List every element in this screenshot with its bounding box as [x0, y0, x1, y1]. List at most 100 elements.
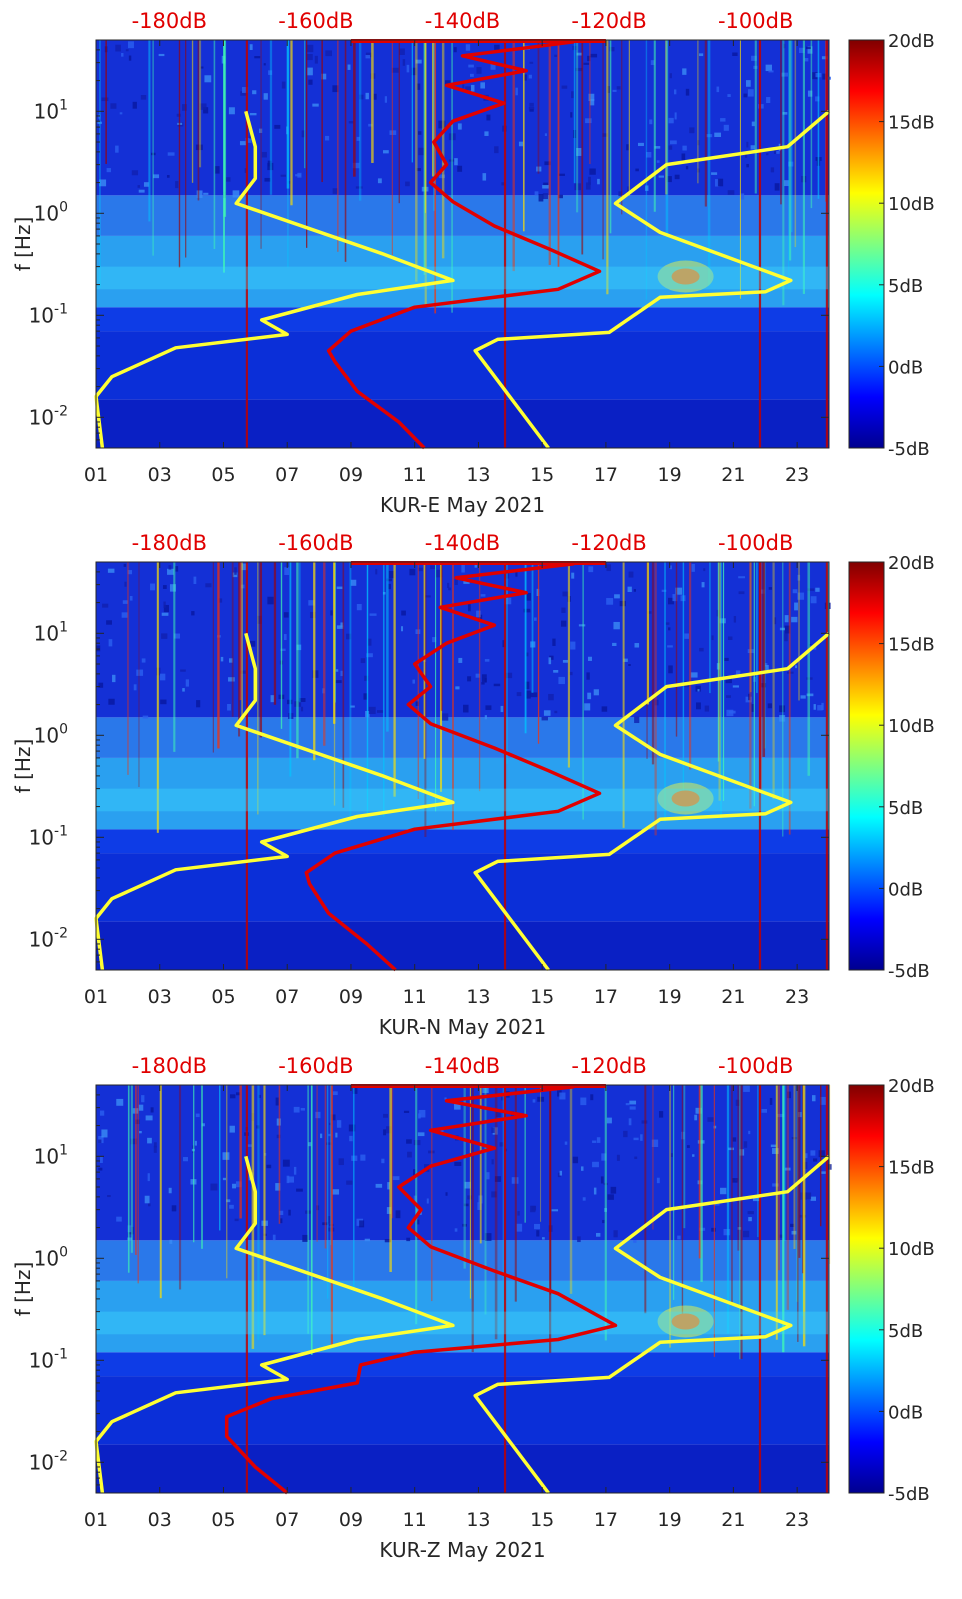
x-tick-label: 13: [466, 464, 490, 486]
x-axis-label: KUR-Z May 2021: [379, 1538, 545, 1562]
x-tick-label: 19: [658, 464, 682, 486]
x-tick-label: 13: [466, 1509, 490, 1531]
y-tick-label: 101: [34, 619, 68, 645]
y-tick-label: 100: [34, 199, 68, 225]
x-tick-label: 09: [339, 1509, 363, 1531]
colorbar-tick-label: 10dB: [888, 716, 935, 737]
x-tick-label: 01: [84, 464, 108, 486]
top-db-tick-label: -140dB: [425, 9, 500, 33]
y-axis-label: f [Hz]: [11, 739, 35, 794]
x-tick-label: 21: [721, 464, 745, 486]
x-tick-label: 15: [530, 1509, 554, 1531]
noise-model-line-2: [473, 109, 831, 450]
x-tick-label: 09: [339, 986, 363, 1008]
colorbar-tick-label: 0dB: [888, 357, 923, 378]
x-tick-label: 07: [275, 986, 299, 1008]
x-tick-label: 01: [84, 1509, 108, 1531]
y-tick-label: 10-1: [29, 823, 68, 849]
top-db-tick-label: -120dB: [571, 531, 646, 555]
x-tick-label: 09: [339, 464, 363, 486]
colorbar-tick-label: 20dB: [888, 1076, 935, 1097]
top-db-tick-label: -100dB: [718, 531, 793, 555]
spectrogram-panel-2: 01 03 05 07 09 11 13 15 17 19 21 23 10-2 10-1 100 101 f …: [11, 531, 935, 1039]
y-tick-label: 100: [34, 721, 68, 747]
noise-model-line-1: [94, 110, 455, 449]
colorbar-tick-label: -5dB: [888, 439, 930, 460]
top-db-tick-label: -180dB: [132, 531, 207, 555]
noise-model-line-1: [94, 632, 455, 971]
colorbar-tick-label: 10dB: [888, 1239, 935, 1260]
colorbar-tick-label: 20dB: [888, 553, 935, 574]
y-tick-label: 10-2: [29, 925, 68, 951]
y-tick-label: 10-2: [29, 403, 68, 429]
x-tick-label: 17: [594, 1509, 618, 1531]
spectrogram-image: [96, 40, 831, 448]
top-db-tick-label: -160dB: [278, 531, 353, 555]
colorbar-tick-label: 5dB: [888, 276, 923, 297]
top-db-tick-label: -140dB: [425, 1054, 500, 1078]
spectrogram-panel-1: 01 03 05 07 09 11 13 15 17 19 21 23 10-2 10-1 100 101 f …: [11, 9, 935, 517]
top-db-tick-label: -120dB: [571, 1054, 646, 1078]
psd-line: [326, 40, 602, 450]
colorbar-tick-label: 15dB: [888, 113, 935, 134]
x-tick-label: 11: [403, 464, 427, 486]
noise-model-line-2: [473, 631, 831, 972]
x-tick-label: 13: [466, 986, 490, 1008]
x-tick-label: 15: [530, 464, 554, 486]
x-tick-label: 19: [658, 1509, 682, 1531]
x-tick-label: 03: [148, 1509, 172, 1531]
x-tick-label: 17: [594, 986, 618, 1008]
top-db-tick-label: -120dB: [571, 9, 646, 33]
x-tick-label: 05: [211, 464, 235, 486]
top-db-tick-label: -180dB: [132, 9, 207, 33]
top-db-tick-label: -100dB: [718, 9, 793, 33]
x-tick-label: 07: [275, 1509, 299, 1531]
x-tick-label: 01: [84, 986, 108, 1008]
colorbar-tick-label: 15dB: [888, 635, 935, 656]
colorbar-tick-label: 0dB: [888, 1402, 923, 1423]
x-tick-label: 11: [403, 1509, 427, 1531]
y-tick-label: 10-1: [29, 1346, 68, 1372]
x-axis-label: KUR-N May 2021: [379, 1015, 546, 1039]
y-axis-label: f [Hz]: [11, 1262, 35, 1317]
x-tick-label: 19: [658, 986, 682, 1008]
x-tick-label: 21: [721, 1509, 745, 1531]
psd-line: [304, 562, 602, 972]
x-tick-label: 07: [275, 464, 299, 486]
x-tick-label: 17: [594, 464, 618, 486]
panels: 01 03 05 07 09 11 13 15 17 19 21 23 10-2 10-1 100 101 f …: [11, 9, 935, 1562]
colorbar: [848, 39, 885, 449]
x-tick-label: 03: [148, 464, 172, 486]
y-axis-label: f [Hz]: [11, 217, 35, 272]
colorbar-tick-label: 20dB: [888, 31, 935, 52]
noise-model-line-2: [473, 1154, 831, 1495]
top-db-tick-label: -180dB: [132, 1054, 207, 1078]
noise-model-line-1: [94, 1155, 455, 1494]
x-tick-label: 11: [403, 986, 427, 1008]
colorbar-tick-label: -5dB: [888, 961, 930, 982]
colorbar: [848, 561, 885, 971]
colorbar-tick-label: 5dB: [888, 1321, 923, 1342]
y-tick-label: 101: [34, 97, 68, 123]
spectrogram-image: [96, 562, 831, 970]
x-tick-label: 03: [148, 986, 172, 1008]
x-tick-label: 23: [785, 986, 809, 1008]
top-db-tick-label: -160dB: [278, 1054, 353, 1078]
x-tick-label: 23: [785, 464, 809, 486]
y-tick-label: 10-2: [29, 1448, 68, 1474]
colorbar: [848, 1084, 885, 1494]
x-tick-label: 05: [211, 986, 235, 1008]
psd-line: [224, 1085, 618, 1495]
x-tick-label: 21: [721, 986, 745, 1008]
x-tick-label: 05: [211, 1509, 235, 1531]
colorbar-tick-label: 5dB: [888, 798, 923, 819]
y-tick-label: 100: [34, 1244, 68, 1270]
x-axis-label: KUR-E May 2021: [380, 493, 545, 517]
colorbar-tick-label: 10dB: [888, 194, 935, 215]
colorbar-tick-label: 0dB: [888, 879, 923, 900]
top-db-tick-label: -100dB: [718, 1054, 793, 1078]
colorbar-tick-label: -5dB: [888, 1484, 930, 1505]
spectrogram-panel-3: 01 03 05 07 09 11 13 15 17 19 21 23 10-2 10-1 100 101 f …: [11, 1054, 935, 1562]
top-db-tick-label: -140dB: [425, 531, 500, 555]
